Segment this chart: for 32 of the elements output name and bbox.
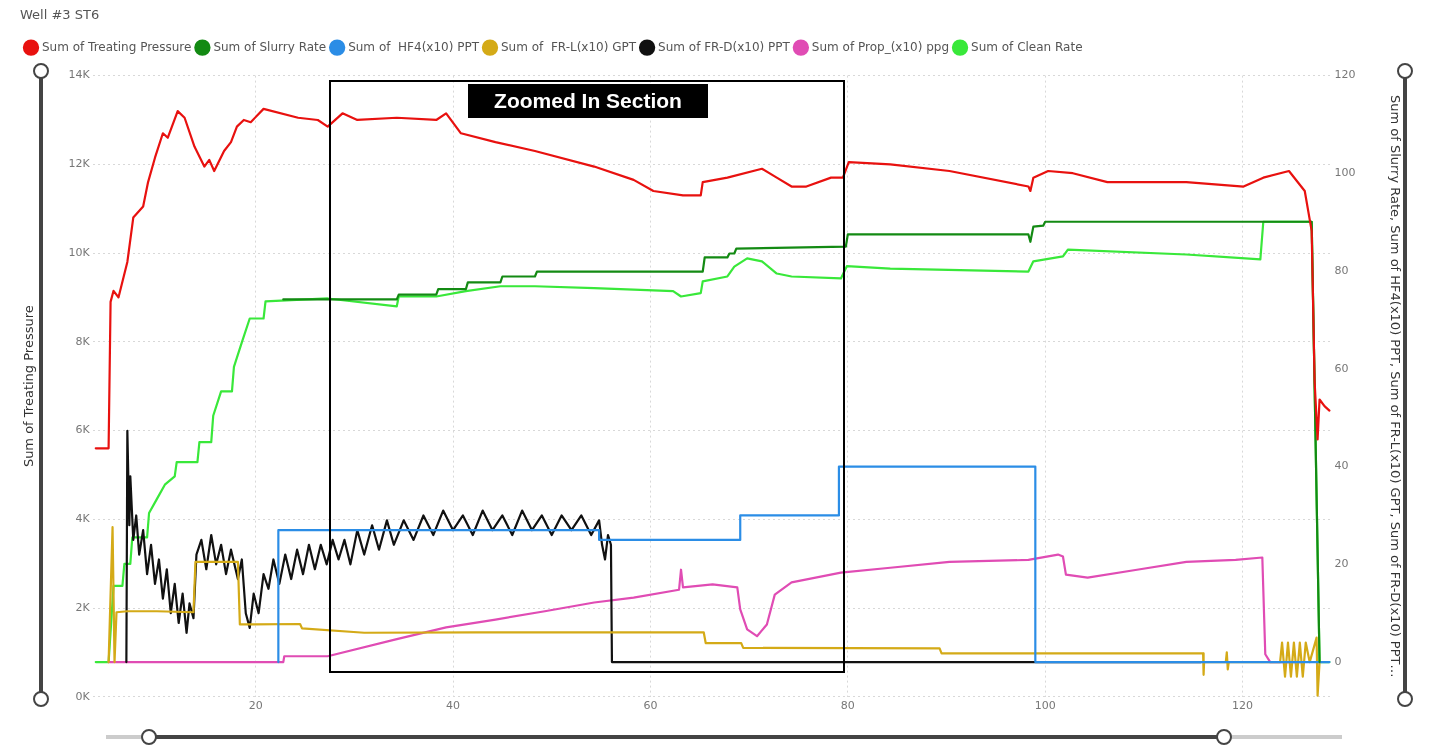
x-tick-label: 20 [248,699,263,713]
x-tick-label: 60 [643,699,658,713]
y2-tick-label: 20 [1334,557,1349,571]
x-tick-label: 80 [840,699,855,713]
annotation: Zoomed In Section [468,84,708,118]
legend-label: Sum of Clean Rate [971,39,1083,54]
y-tick-label: 0K [75,689,91,703]
y2-tick-label: 120 [1334,68,1356,82]
y-tick-label: 4K [75,512,91,526]
y2-axis-title: Sum of Slurry Rate, Sum of HF4(x10) PPT, Sum of FR-L(x10) GPT, Sum of FR-D(x10) PPT… [1387,94,1403,678]
y2-tick-label: 80 [1334,263,1349,277]
y-tick-label: 14K [68,68,91,82]
y-axis-title: Sum of Treating Pressure [21,305,37,468]
y-tick-label: 2K [75,600,91,614]
legend-label: Sum of Prop_(x10) ppg [811,39,950,54]
y-tick-label: 10K [68,245,91,259]
y-tick-label: 8K [75,334,91,348]
y2-tick-label: 100 [1334,166,1356,180]
legend-label: Sum of Treating Pressure [42,39,192,54]
y2-tick-label: 60 [1334,361,1349,375]
legend-label: Sum of FR-D(x10) PPT [658,39,791,54]
y-tick-label: 12K [68,157,91,171]
chart-title: Well #3 ST6 [20,7,100,23]
legend-label: Sum of FR-L(x10) GPT [500,39,637,54]
y2-tick-label: 0 [1334,654,1342,668]
y2-tick-label: 40 [1334,459,1349,473]
x-tick-label: 100 [1034,699,1056,713]
legend-label: Sum of HF4(x10) PPT [348,39,480,54]
y-tick-label: 6K [75,423,91,437]
x-tick-label: 40 [446,699,461,713]
x-tick-label: 120 [1232,699,1254,713]
legend-label: Sum of Slurry Rate [213,39,327,54]
